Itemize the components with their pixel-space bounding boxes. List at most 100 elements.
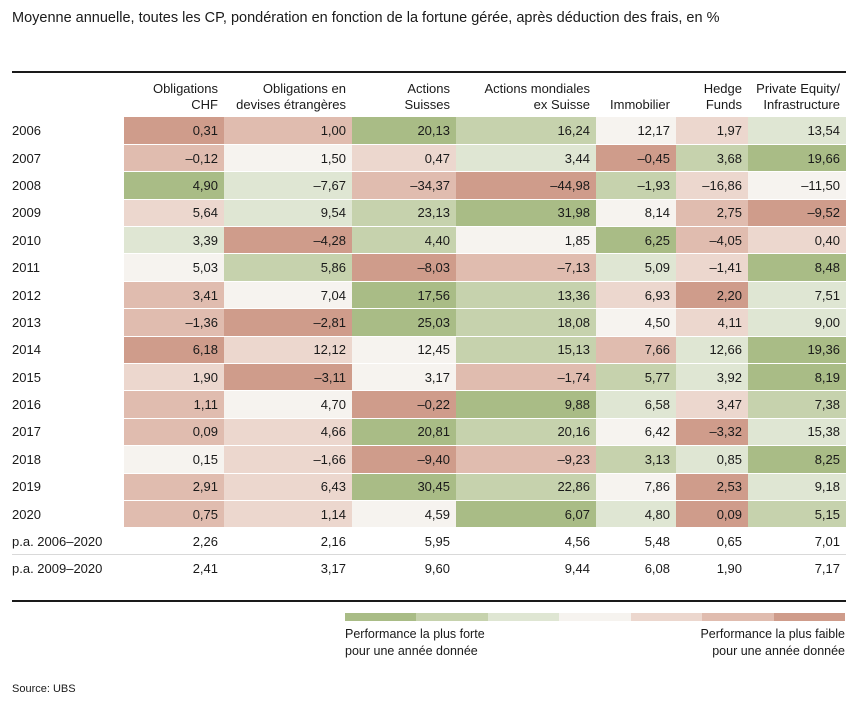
data-cell: 3,17: [352, 363, 456, 392]
data-cell: 0,40: [748, 226, 846, 255]
data-cell: 16,24: [456, 117, 596, 145]
row-label: 2008: [12, 171, 124, 200]
data-cell: 30,45: [352, 473, 456, 501]
data-cell: –4,05: [676, 226, 748, 255]
data-cell: 12,45: [352, 336, 456, 365]
row-label: p.a. 2006–2020: [12, 527, 124, 556]
data-cell: 19,36: [748, 336, 846, 365]
row-label: 2006: [12, 117, 124, 145]
data-cell: 6,58: [596, 390, 676, 419]
data-cell: 3,13: [596, 445, 676, 474]
data-cell: 2,53: [676, 473, 748, 501]
data-cell: 1,14: [224, 500, 352, 529]
table-bottom-rule: [12, 600, 846, 602]
table-row: 2006 0,31 1,00 20,13 16,24 12,17 1,97 13,54: [12, 117, 846, 145]
legend-swatch: [345, 613, 417, 621]
data-cell: 15,13: [456, 336, 596, 365]
table-row: 2019 2,91 6,43 30,45 22,86 7,86 2,53 9,18: [12, 473, 846, 501]
data-cell: 31,98: [456, 199, 596, 228]
data-cell: 7,86: [596, 473, 676, 501]
average-cell: 6,08: [596, 554, 676, 583]
data-cell: –4,28: [224, 226, 352, 255]
data-cell: 9,54: [224, 199, 352, 228]
row-label: 2016: [12, 390, 124, 419]
data-cell: 0,31: [124, 117, 224, 145]
row-label: 2012: [12, 281, 124, 310]
table-body: 2006 0,31 1,00 20,13 16,24 12,17 1,97 13,54 2007…: [12, 117, 846, 583]
data-cell: 15,38: [748, 418, 846, 447]
average-cell: 0,65: [676, 527, 748, 556]
data-cell: 6,18: [124, 336, 224, 365]
data-cell: 3,41: [124, 281, 224, 310]
column-header: Actions Suisses: [404, 81, 450, 112]
data-cell: 0,09: [124, 418, 224, 447]
average-cell: 5,48: [596, 527, 676, 556]
data-cell: –1,66: [224, 445, 352, 474]
data-cell: 19,66: [748, 144, 846, 173]
data-cell: 6,25: [596, 226, 676, 255]
data-cell: –9,52: [748, 199, 846, 228]
data-cell: 1,85: [456, 226, 596, 255]
data-cell: 5,86: [224, 253, 352, 282]
row-label: 2011: [12, 253, 124, 282]
average-cell: 4,56: [456, 527, 596, 556]
data-cell: 12,12: [224, 336, 352, 365]
data-cell: 5,03: [124, 253, 224, 282]
chart-subtitle: Moyenne annuelle, toutes les CP, pondéra…: [12, 10, 720, 26]
legend-swatch: [416, 613, 488, 621]
data-cell: 1,50: [224, 144, 352, 173]
table-top-rule: [12, 71, 846, 73]
data-cell: –0,45: [596, 144, 676, 173]
table-row: 2018 0,15 –1,66 –9,40 –9,23 3,13 0,85 8,25: [12, 445, 846, 474]
row-label: p.a. 2009–2020: [12, 554, 124, 583]
column-header: Hedge Funds: [703, 81, 742, 112]
average-cell: 1,90: [676, 554, 748, 583]
data-cell: 3,39: [124, 226, 224, 255]
average-cell: 7,17: [748, 554, 846, 583]
average-row: p.a. 2009–2020 2,41 3,17 9,60 9,44 6,08 1,90 7,…: [12, 554, 846, 583]
table-row: 2012 3,41 7,04 17,56 13,36 6,93 2,20 7,51: [12, 281, 846, 310]
data-cell: –9,23: [456, 445, 596, 474]
data-cell: 20,81: [352, 418, 456, 447]
column-header: Immobilier: [610, 97, 670, 112]
data-cell: 0,85: [676, 445, 748, 474]
data-cell: 5,15: [748, 500, 846, 529]
performance-table: Obligations CHF Obligations en devises étr…: [12, 73, 846, 583]
data-cell: 12,17: [596, 117, 676, 145]
data-cell: –7,13: [456, 253, 596, 282]
data-cell: 6,07: [456, 500, 596, 529]
average-row: p.a. 2006–2020 2,26 2,16 5,95 4,56 5,48 0,65 7,…: [12, 527, 846, 556]
data-cell: 4,66: [224, 418, 352, 447]
row-label: 2017: [12, 418, 124, 447]
legend-swatch: [773, 613, 845, 621]
table-row: 2017 0,09 4,66 20,81 20,16 6,42 –3,32 15,38: [12, 418, 846, 447]
average-cell: 9,60: [352, 554, 456, 583]
data-cell: 0,47: [352, 144, 456, 173]
data-cell: 3,92: [676, 363, 748, 392]
legend-strongest-label: Performance la plus forte pour une année …: [345, 627, 485, 658]
data-cell: 0,09: [676, 500, 748, 529]
data-cell: 4,80: [596, 500, 676, 529]
data-cell: 1,97: [676, 117, 748, 145]
data-cell: 12,66: [676, 336, 748, 365]
data-cell: 8,25: [748, 445, 846, 474]
data-cell: 7,38: [748, 390, 846, 419]
data-cell: 4,40: [352, 226, 456, 255]
data-cell: –16,86: [676, 171, 748, 200]
table-row: 2015 1,90 –3,11 3,17 –1,74 5,77 3,92 8,19: [12, 363, 846, 392]
legend-swatch: [630, 613, 703, 621]
data-cell: 13,36: [456, 281, 596, 310]
data-cell: 9,00: [748, 308, 846, 337]
data-cell: 2,91: [124, 473, 224, 501]
data-cell: –8,03: [352, 253, 456, 282]
header-row: Obligations CHF Obligations en devises étr…: [12, 73, 846, 117]
data-cell: 5,77: [596, 363, 676, 392]
average-cell: 9,44: [456, 554, 596, 583]
data-cell: 4,50: [596, 308, 676, 337]
data-cell: –11,50: [748, 171, 846, 200]
data-cell: –44,98: [456, 171, 596, 200]
source-note: Source: UBS: [12, 683, 76, 695]
data-cell: –0,22: [352, 390, 456, 419]
data-cell: 0,15: [124, 445, 224, 474]
data-cell: 9,88: [456, 390, 596, 419]
